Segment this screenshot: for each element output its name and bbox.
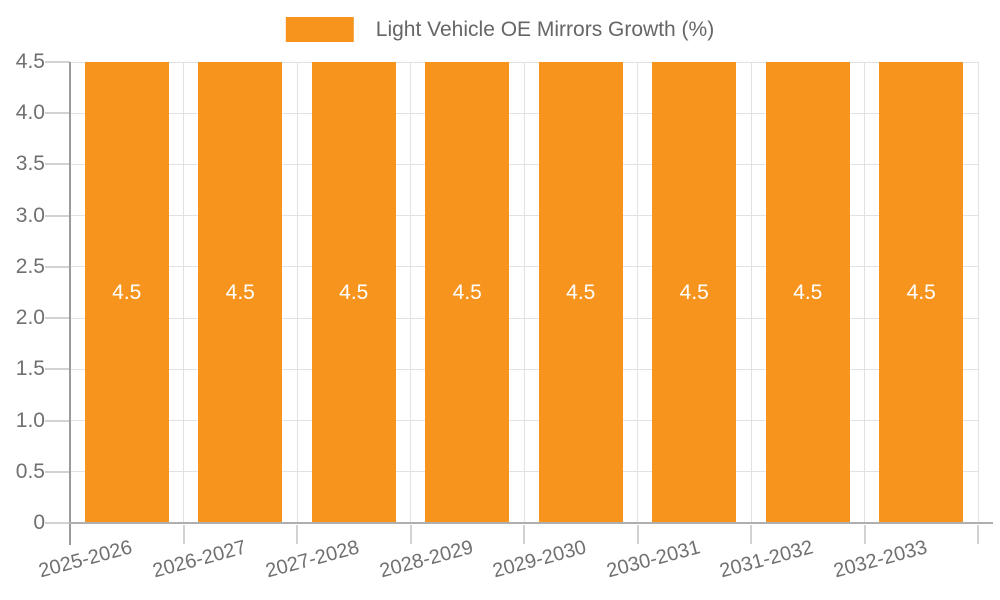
x-tick-label: 2027-2028 bbox=[263, 536, 362, 583]
x-gridline bbox=[410, 62, 411, 523]
x-tick-label: 2026-2027 bbox=[150, 536, 249, 583]
y-axis-line bbox=[69, 62, 71, 545]
bar: 4.5 bbox=[538, 62, 623, 523]
bar-value-label: 4.5 bbox=[339, 280, 369, 304]
y-tick-mark bbox=[45, 112, 70, 115]
x-gridline bbox=[864, 62, 865, 523]
bar-value-label: 4.5 bbox=[566, 280, 596, 304]
y-tick-label: 4.5 bbox=[15, 50, 45, 73]
y-tick-label: 2.5 bbox=[15, 254, 45, 278]
bar-value-label: 4.5 bbox=[452, 280, 482, 304]
x-gridline bbox=[637, 62, 638, 523]
x-gridline bbox=[977, 62, 979, 523]
y-tick-mark bbox=[45, 61, 70, 63]
y-tick-mark bbox=[45, 317, 70, 320]
y-tick-mark bbox=[45, 368, 70, 371]
x-tick-label: 2030-2031 bbox=[604, 536, 703, 583]
bar: 4.5 bbox=[879, 62, 964, 523]
bar-value-label: 4.5 bbox=[906, 280, 936, 304]
x-gridline bbox=[750, 62, 752, 523]
y-tick-label: 1.5 bbox=[15, 357, 45, 381]
y-tick-label: 0.5 bbox=[15, 459, 45, 483]
y-tick-mark bbox=[45, 163, 70, 166]
y-tick-label: 0 bbox=[33, 511, 45, 534]
y-tick-label: 3.0 bbox=[15, 203, 45, 227]
x-tick-mark bbox=[636, 525, 639, 544]
x-tick-mark bbox=[409, 525, 412, 544]
y-tick-mark bbox=[45, 470, 70, 473]
x-gridline bbox=[296, 62, 298, 523]
x-tick-mark bbox=[863, 525, 866, 544]
x-tick-label: 2029-2030 bbox=[490, 536, 589, 583]
legend-swatch bbox=[285, 17, 354, 42]
bar: 4.5 bbox=[765, 62, 850, 523]
legend: Light Vehicle OE Mirrors Growth (%) bbox=[285, 17, 715, 42]
x-tick-label: 2031-2032 bbox=[717, 536, 816, 583]
bar: 4.5 bbox=[652, 62, 737, 523]
y-tick-label: 3.5 bbox=[15, 152, 45, 176]
x-tick-label: 2032-2033 bbox=[831, 536, 930, 583]
x-tick-mark bbox=[296, 525, 298, 544]
x-tick-mark bbox=[750, 525, 752, 544]
x-tick-mark bbox=[182, 525, 185, 544]
bar: 4.5 bbox=[311, 62, 396, 523]
legend-label: Light Vehicle OE Mirrors Growth (%) bbox=[375, 17, 715, 41]
y-tick-mark bbox=[45, 214, 70, 217]
bar: 4.5 bbox=[84, 62, 169, 523]
bar-value-label: 4.5 bbox=[225, 280, 255, 304]
bar-value-label: 4.5 bbox=[793, 280, 823, 304]
bar-value-label: 4.5 bbox=[679, 280, 709, 304]
y-tick-label: 4.0 bbox=[15, 101, 45, 125]
bar: 4.5 bbox=[425, 62, 510, 523]
y-tick-mark bbox=[45, 265, 70, 268]
y-tick-mark bbox=[45, 419, 70, 422]
x-tick-mark bbox=[523, 525, 525, 544]
x-tick-label: 2025-2026 bbox=[36, 536, 135, 583]
y-tick-label: 1.0 bbox=[15, 408, 45, 432]
bar: 4.5 bbox=[198, 62, 283, 523]
x-gridline bbox=[183, 62, 184, 523]
x-axis-line bbox=[69, 522, 993, 524]
y-tick-label: 2.0 bbox=[15, 306, 45, 330]
x-tick-label: 2028-2029 bbox=[377, 536, 476, 583]
bar-value-label: 4.5 bbox=[112, 280, 142, 304]
x-tick-mark bbox=[977, 525, 979, 544]
x-gridline bbox=[523, 62, 525, 523]
y-tick-mark bbox=[45, 522, 70, 524]
